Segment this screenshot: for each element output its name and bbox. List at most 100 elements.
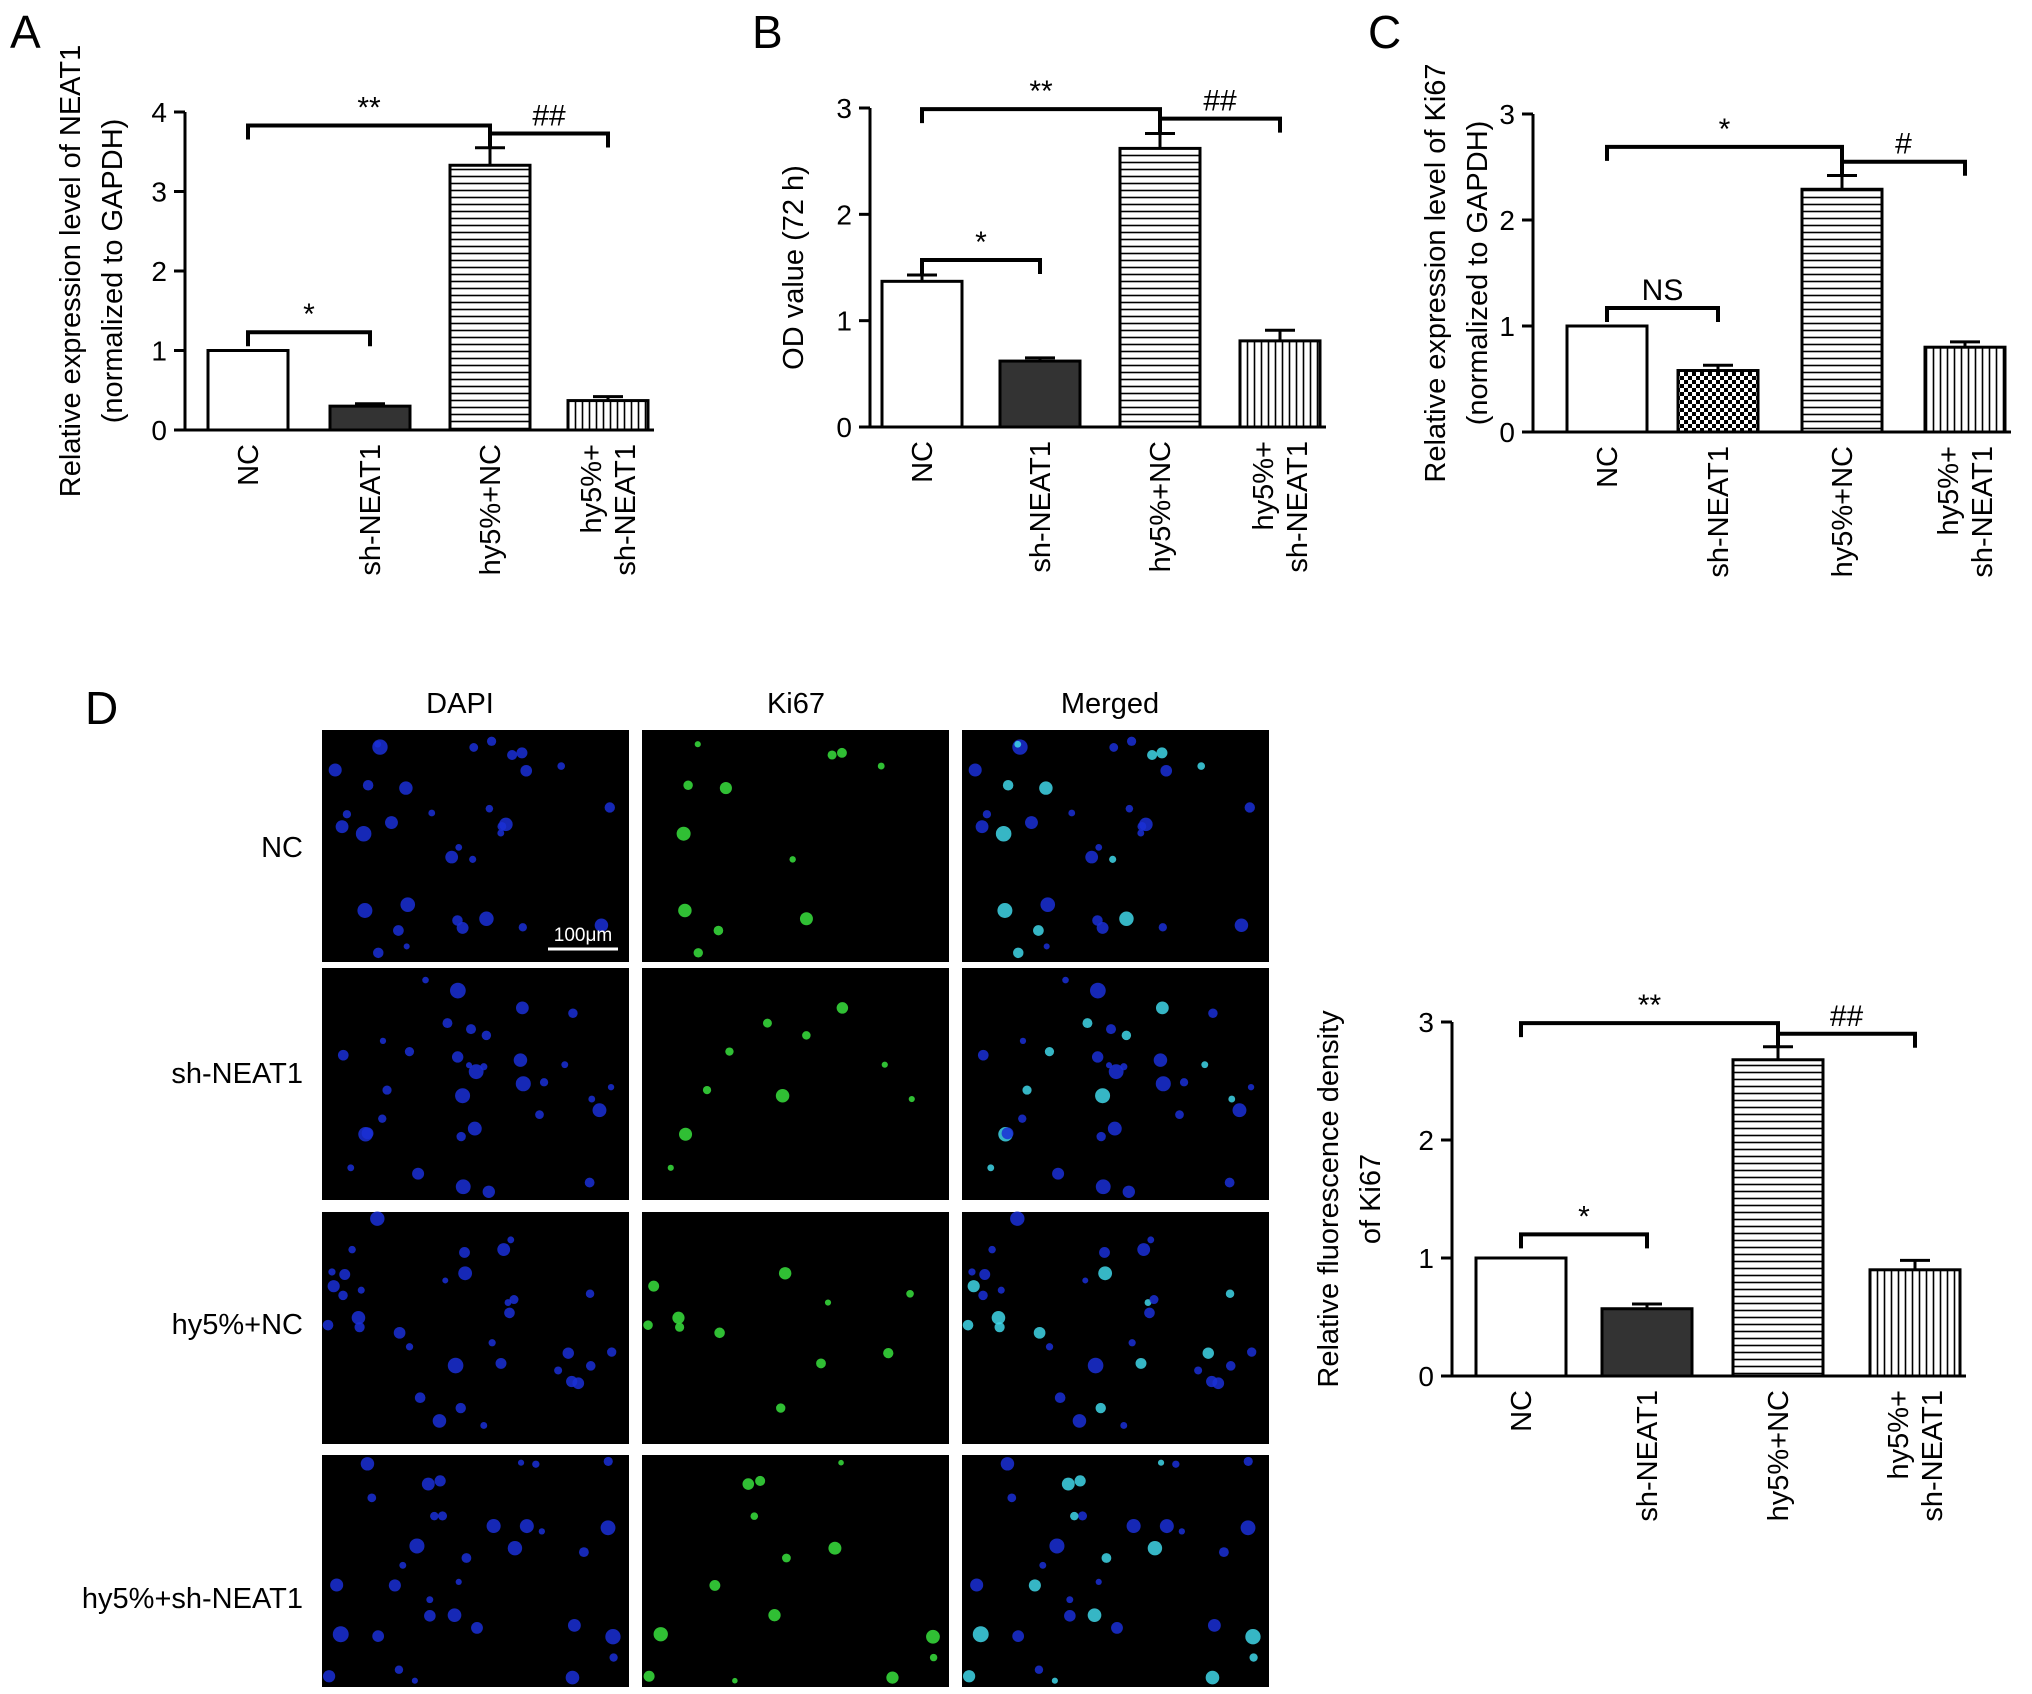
bar: [998, 359, 1082, 429]
category-label: NC: [1506, 1390, 1538, 1432]
nucleus-dot: [437, 1511, 448, 1521]
merged-dot: [1039, 1561, 1047, 1569]
micrograph-dapi: [322, 1455, 629, 1687]
merged-dot: [987, 1164, 995, 1172]
bar: [206, 349, 290, 432]
merged-dot: [1225, 1289, 1235, 1299]
merged-dot: [1022, 1085, 1032, 1095]
y-tick-label: 2: [1418, 1125, 1434, 1156]
merged-dot: [1091, 1051, 1104, 1063]
category-label: sh-NEAT1: [1282, 441, 1314, 573]
merged-dot: [997, 903, 1013, 918]
nucleus-dot: [354, 1322, 365, 1333]
merged-dot: [1137, 1243, 1151, 1256]
micrograph-ki67: [642, 730, 949, 962]
nucleus-dot: [351, 1310, 366, 1325]
chart-d: 0 1 2 3 Relative fluorescence density of Ki67…: [1313, 989, 1966, 1522]
y-tick-label: 1: [1418, 1243, 1434, 1274]
merged-dot: [1106, 1024, 1117, 1035]
merged-dot: [1034, 1665, 1044, 1674]
ki67-dot: [799, 912, 813, 926]
micrograph-merged: [962, 1455, 1269, 1687]
micrograph-ki67: [642, 968, 949, 1200]
panel-letter-c: C: [1368, 6, 1401, 58]
ki67-dot: [802, 1031, 811, 1040]
nucleus-dot: [554, 1366, 563, 1375]
nucleus-dot: [455, 1088, 471, 1104]
microscopy-grid: DAPI Ki67 Merged NC sh-NEAT1 hy5%+NC hy5…: [82, 688, 1269, 1687]
merged-dot: [1074, 1475, 1086, 1487]
merged-dot: [1247, 1347, 1257, 1357]
nucleus-dot: [330, 1578, 344, 1592]
merged-dot: [1119, 911, 1134, 926]
nucleus-dot: [445, 850, 459, 864]
merged-dot: [997, 1286, 1005, 1294]
category-label: hy5%+: [1248, 441, 1280, 530]
bar: [328, 404, 412, 432]
nucleus-dot: [361, 1127, 374, 1140]
merged-dot: [1247, 1084, 1255, 1091]
nucleus-dot: [385, 816, 398, 830]
merged-dot: [1240, 1520, 1256, 1536]
category-label: sh-NEAT1: [1025, 441, 1057, 573]
significance-bracket: [1605, 305, 1720, 322]
nucleus-dot: [394, 1665, 404, 1674]
bar: [1800, 187, 1884, 434]
merged-dot: [1090, 982, 1106, 999]
ki67-dot: [713, 925, 724, 936]
merged-dot: [1225, 1361, 1236, 1371]
micrograph-ki67: [642, 1212, 949, 1444]
merged-dot: [1019, 1037, 1027, 1045]
bar: [448, 163, 532, 432]
nucleus-dot: [518, 923, 527, 932]
y-tick-label: 2: [1499, 205, 1515, 236]
column-label-dapi: DAPI: [426, 688, 494, 720]
bar: [1923, 345, 2007, 434]
y-tick-label: 0: [1499, 417, 1515, 448]
significance-label: ##: [1203, 85, 1237, 118]
nucleus-dot: [400, 897, 416, 912]
merged-dot: [1072, 1414, 1087, 1428]
merged-dot: [1156, 747, 1168, 759]
nucleus-dot: [535, 1110, 544, 1119]
chart-c: 0 1 2 3 Relative expression level of Ki67 (no…: [1420, 63, 2011, 578]
merged-dot: [991, 1310, 1006, 1325]
nucleus-dot: [561, 1061, 569, 1069]
chart-b: 0 1 2 3 OD value (72 h) NC sh-NEAT1 hy5%+NC hy5%…: [778, 75, 1326, 573]
category-label: hy5%+NC: [1145, 441, 1177, 572]
nucleus-dot: [509, 1295, 519, 1305]
category-label: hy5%+NC: [1827, 446, 1859, 577]
merged-dot: [968, 763, 982, 777]
bar: [1676, 369, 1760, 434]
nucleus-dot: [585, 1361, 596, 1371]
significance-bracket: [1519, 1021, 1780, 1038]
nucleus-dot: [486, 736, 497, 746]
category-label: sh-NEAT1: [1703, 446, 1735, 578]
nucleus-dot: [495, 1357, 507, 1369]
nucleus-dot: [332, 1626, 349, 1643]
merged-dot: [988, 1245, 996, 1254]
ki67-dot: [702, 1085, 712, 1095]
merged-dot: [1243, 1456, 1253, 1466]
nucleus-dot: [604, 802, 615, 813]
merged-dot: [1095, 1179, 1111, 1195]
nucleus-dot: [322, 1670, 336, 1683]
merged-dot: [1095, 1088, 1111, 1104]
nucleus-dot: [328, 1268, 336, 1276]
ki67-dot: [906, 1289, 914, 1298]
merged-dot: [1135, 1357, 1147, 1369]
merged-dot: [1096, 1131, 1106, 1142]
nucleus-dot: [372, 1630, 385, 1642]
merged-dot: [1012, 739, 1028, 755]
ki67-dot: [675, 1322, 685, 1332]
y-axis-label: Relative expression level of Ki67: [1420, 63, 1452, 482]
nucleus-dot: [481, 1030, 492, 1041]
merged-dot: [970, 1578, 984, 1592]
nucleus-dot: [430, 1511, 439, 1521]
nucleus-dot: [428, 809, 436, 817]
merged-dot: [1045, 1343, 1054, 1351]
merged-dot: [1044, 1046, 1055, 1057]
merged-dot: [1033, 1326, 1046, 1339]
merged-dot: [1098, 1266, 1113, 1281]
y-tick-label: 1: [836, 306, 852, 337]
